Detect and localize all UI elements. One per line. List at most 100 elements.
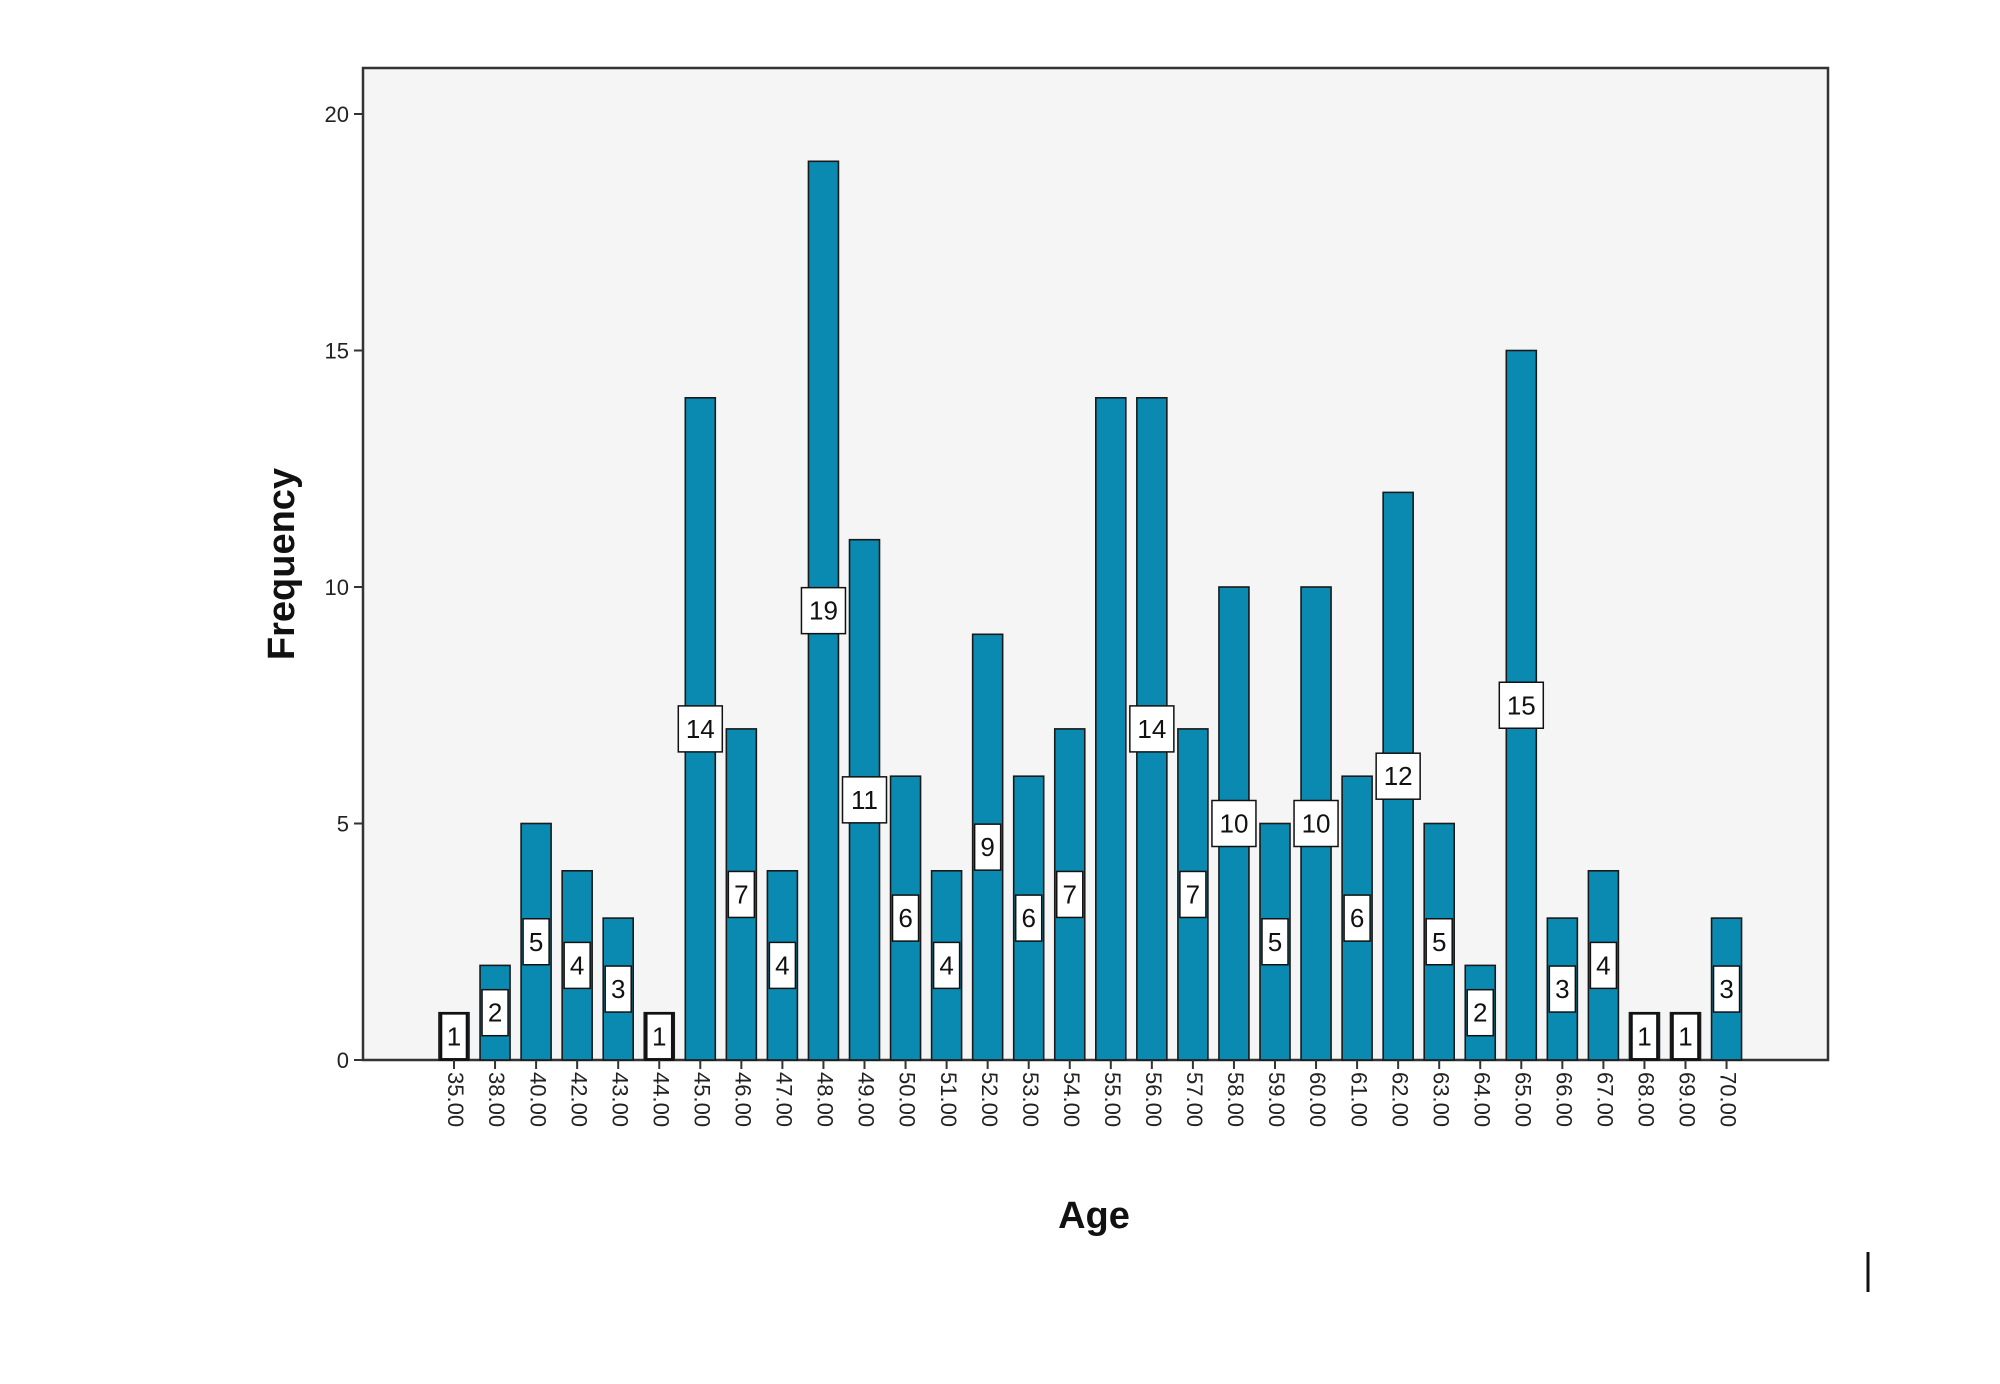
data-label: 15 xyxy=(1498,681,1545,729)
data-label-box xyxy=(481,988,509,1037)
data-label: 7 xyxy=(727,870,756,919)
data-label: 14 xyxy=(1129,705,1175,753)
x-tick-label: 49.00 xyxy=(854,1072,879,1127)
data-label-text: 4 xyxy=(570,950,584,980)
data-label-box xyxy=(800,586,847,635)
data-label: 10 xyxy=(1211,799,1257,848)
data-label: 6 xyxy=(1014,894,1043,942)
data-label-text: 5 xyxy=(1432,927,1446,957)
x-tick-label: 62.00 xyxy=(1387,1072,1412,1127)
data-label-text: 3 xyxy=(611,974,625,1004)
data-label: 10 xyxy=(1293,799,1339,848)
data-label: 2 xyxy=(481,988,509,1037)
data-label-box xyxy=(1589,941,1618,990)
data-label: 4 xyxy=(1589,941,1618,990)
data-label-text: 10 xyxy=(1302,809,1331,839)
x-tick-label: 59.00 xyxy=(1264,1072,1289,1127)
data-label-text: 4 xyxy=(1596,950,1610,980)
data-label-text: 14 xyxy=(1137,714,1166,744)
data-label-box xyxy=(727,870,756,919)
x-tick-label: 66.00 xyxy=(1552,1072,1577,1127)
data-label-text: 6 xyxy=(898,903,912,933)
data-label-box xyxy=(1179,870,1207,919)
x-tick-label: 69.00 xyxy=(1675,1072,1700,1127)
x-tick-label: 35.00 xyxy=(443,1072,468,1127)
x-tick-label: 70.00 xyxy=(1716,1072,1741,1127)
data-label-box xyxy=(563,941,591,990)
data-label-text: 4 xyxy=(939,950,953,980)
data-label: 1 xyxy=(644,1012,674,1061)
data-label-text: 1 xyxy=(1678,1021,1692,1051)
data-label-box xyxy=(677,705,724,753)
data-label-box xyxy=(1056,870,1084,919)
data-label-text: 15 xyxy=(1507,690,1536,720)
x-tick-label: 44.00 xyxy=(648,1072,673,1127)
data-label-text: 4 xyxy=(775,950,789,980)
data-label-text: 2 xyxy=(488,998,502,1028)
data-label-box xyxy=(1466,988,1494,1037)
x-tick-label: 52.00 xyxy=(977,1072,1002,1127)
data-label-text: 3 xyxy=(1555,974,1569,1004)
data-label-text: 3 xyxy=(1719,974,1733,1004)
x-tick-label: 68.00 xyxy=(1634,1072,1659,1127)
data-label: 7 xyxy=(1056,870,1084,919)
x-tick-label: 63.00 xyxy=(1428,1072,1453,1127)
data-label-text: 2 xyxy=(1473,998,1487,1028)
data-label-text: 5 xyxy=(529,927,543,957)
data-label: 4 xyxy=(932,941,961,990)
data-label: 4 xyxy=(563,941,591,990)
data-label: 3 xyxy=(1712,965,1741,1013)
data-label-box xyxy=(1211,799,1257,848)
x-tick-label: 48.00 xyxy=(813,1072,838,1127)
x-tick-label: 61.00 xyxy=(1346,1072,1371,1127)
data-label-text: 1 xyxy=(1637,1021,1651,1051)
y-tick-label: 15 xyxy=(325,339,349,364)
x-tick-label: 56.00 xyxy=(1141,1072,1166,1127)
data-label-box xyxy=(768,941,797,990)
x-tick-label: 65.00 xyxy=(1510,1072,1535,1127)
y-tick-label: 20 xyxy=(325,102,349,127)
data-label-text: 19 xyxy=(809,596,838,626)
data-label: 6 xyxy=(1343,894,1371,942)
data-label-text: 1 xyxy=(447,1021,461,1051)
data-label: 11 xyxy=(841,776,888,824)
data-label-box xyxy=(604,965,632,1013)
data-label-box xyxy=(1498,681,1545,729)
data-label: 3 xyxy=(1548,965,1577,1013)
x-tick-label: 40.00 xyxy=(525,1072,550,1127)
data-label: 9 xyxy=(973,823,1002,871)
data-label-box xyxy=(1671,1012,1700,1061)
x-tick-label: 38.00 xyxy=(484,1072,509,1127)
data-label-box xyxy=(1293,799,1339,848)
data-label-box xyxy=(973,823,1002,871)
data-label: 4 xyxy=(768,941,797,990)
data-label-box xyxy=(1129,705,1175,753)
x-tick-label: 42.00 xyxy=(566,1072,591,1127)
data-label-text: 11 xyxy=(851,785,878,815)
x-tick-label: 64.00 xyxy=(1469,1072,1494,1127)
data-label-box xyxy=(1548,965,1577,1013)
data-label: 19 xyxy=(800,586,847,635)
data-label: 1 xyxy=(439,1012,469,1061)
x-tick-label: 57.00 xyxy=(1182,1072,1207,1127)
x-tick-label: 45.00 xyxy=(689,1072,714,1127)
x-tick-label: 55.00 xyxy=(1100,1072,1125,1127)
data-label: 12 xyxy=(1375,752,1421,800)
data-label-text: 9 xyxy=(980,832,994,862)
data-label: 6 xyxy=(891,894,920,942)
x-axis-title: Age xyxy=(1058,1195,1130,1237)
data-label-box xyxy=(1014,894,1043,942)
data-label-box xyxy=(1261,918,1289,966)
data-label: 1 xyxy=(1671,1012,1700,1061)
x-tick-label: 60.00 xyxy=(1305,1072,1330,1127)
data-label-box xyxy=(1343,894,1371,942)
bar xyxy=(1095,396,1127,1061)
data-label-text: 14 xyxy=(686,714,715,744)
data-label: 7 xyxy=(1179,870,1207,919)
data-label: 2 xyxy=(1466,988,1494,1037)
data-label: 14 xyxy=(677,705,724,753)
data-label-text: 6 xyxy=(1350,903,1364,933)
x-tick-label: 58.00 xyxy=(1223,1072,1248,1127)
